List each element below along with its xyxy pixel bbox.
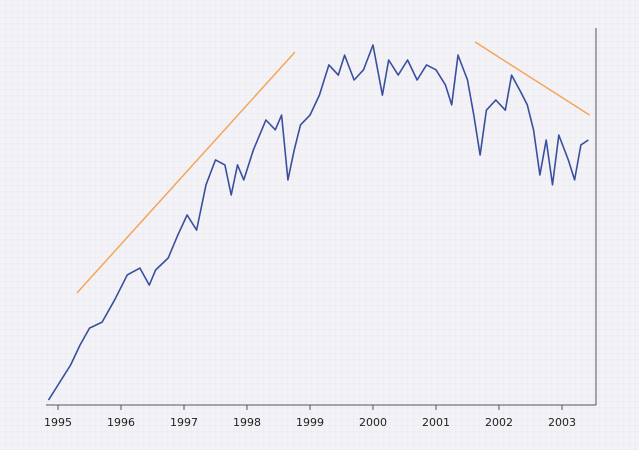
trend-line	[76, 51, 296, 294]
trend-line	[474, 41, 591, 116]
x-tick-label: 1995	[44, 416, 72, 429]
x-tick-label: 2001	[422, 416, 450, 429]
x-tick-label: 1997	[170, 416, 198, 429]
x-tick-label: 1996	[107, 416, 135, 429]
x-tick-label: 2002	[485, 416, 513, 429]
x-tick-label: 1999	[296, 416, 324, 429]
x-tick-label: 1998	[233, 416, 261, 429]
x-tick-label: 2003	[548, 416, 576, 429]
x-tick-label: 2000	[359, 416, 387, 429]
price-line	[47, 44, 589, 401]
